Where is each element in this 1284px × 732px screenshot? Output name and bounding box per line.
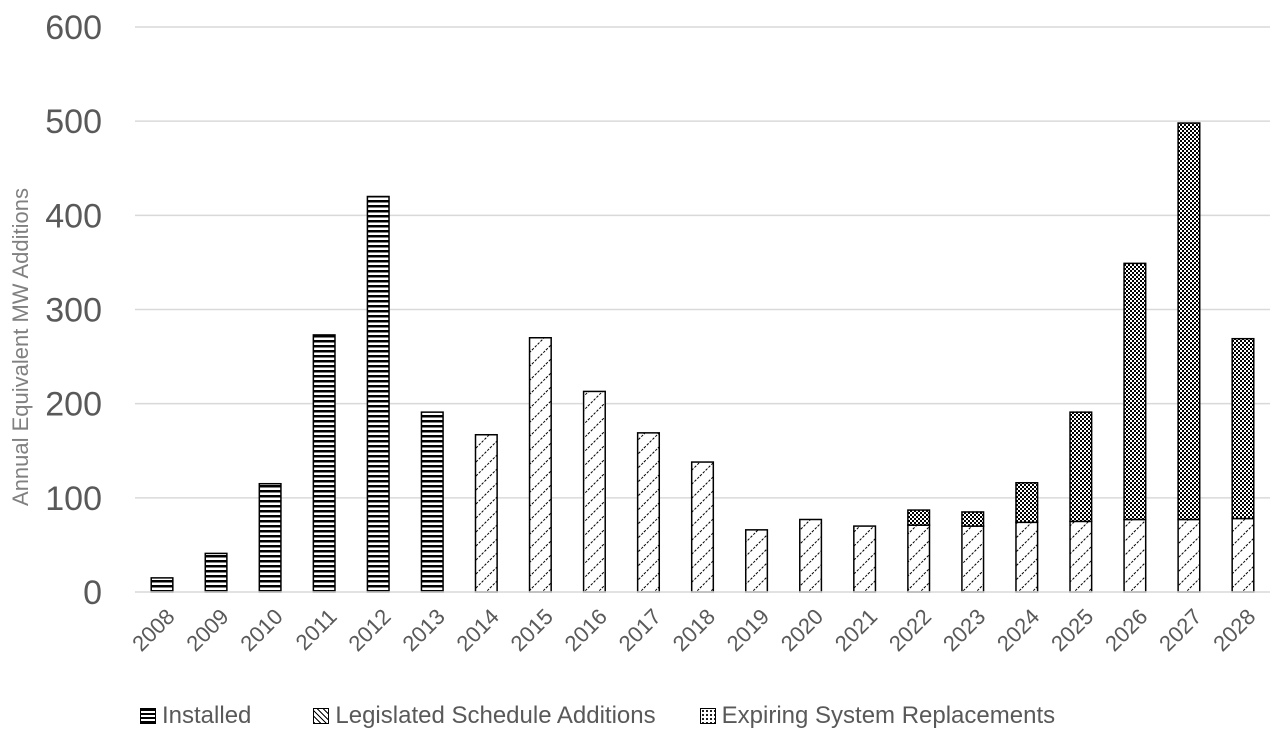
x-tick-label: 2010 [235, 604, 287, 656]
y-tick-label: 500 [45, 103, 102, 141]
y-axis-ticks: 0 100 200 300 400 500 600 [45, 9, 102, 612]
legend-item-expiring: Expiring System Replacements [699, 702, 1056, 730]
x-tick-label: 2024 [992, 604, 1044, 656]
bar-legislated-schedule-additions-2021 [853, 525, 877, 593]
legend-label-installed: Installed [162, 702, 252, 729]
bar-legislated-schedule-additions-2024 [1015, 521, 1039, 593]
legend-swatch-expiring [699, 708, 716, 724]
bars [150, 122, 1255, 593]
x-tick-label: 2012 [343, 604, 395, 656]
bar-installed-2010 [258, 482, 282, 593]
x-tick-label: 2023 [938, 604, 990, 656]
x-tick-label: 2021 [830, 604, 882, 656]
x-tick-label: 2019 [722, 604, 774, 656]
x-tick-label: 2026 [1100, 604, 1152, 656]
y-tick-label: 0 [83, 574, 102, 612]
bar-legislated-schedule-additions-2022 [907, 524, 931, 593]
bar-legislated-schedule-additions-2025 [1069, 520, 1093, 593]
gridlines [135, 26, 1270, 499]
bar-expiring-system-replacements-2027 [1177, 122, 1201, 521]
legend-item-installed: Installed [140, 702, 251, 730]
y-tick-label: 400 [45, 197, 102, 235]
x-tick-label: 2027 [1154, 604, 1206, 656]
bar-installed-2009 [204, 552, 228, 593]
bar-legislated-schedule-additions-2026 [1123, 518, 1147, 593]
legend-swatch-installed [140, 708, 156, 724]
bar-expiring-system-replacements-2026 [1123, 262, 1147, 521]
x-tick-label: 2028 [1208, 604, 1260, 656]
legend-item-legislated: Legislated Schedule Additions [313, 702, 656, 730]
bar-expiring-system-replacements-2022 [907, 509, 931, 526]
bar-expiring-system-replacements-2025 [1069, 411, 1093, 523]
legend-label-expiring: Expiring System Replacements [721, 702, 1056, 729]
bar-installed-2008 [150, 577, 174, 593]
y-tick-label: 100 [45, 480, 102, 518]
bar-installed-2013 [420, 411, 444, 593]
x-tick-label: 2016 [560, 604, 612, 656]
bar-expiring-system-replacements-2024 [1015, 482, 1039, 524]
bar-legislated-schedule-additions-2014 [474, 433, 498, 593]
x-tick-label: 2014 [452, 604, 504, 656]
legend: Installed Legislated Schedule Additions … [140, 700, 1099, 732]
bar-legislated-schedule-additions-2019 [744, 529, 769, 593]
x-axis-ticks: 2008 2009 2010 2011 2012 2013 2014 2015 2016 2017… [127, 604, 1260, 656]
bar-chart: 0 100 200 300 400 500 600 2008 2009 2010 2011 2012… [8, 9, 1270, 656]
bar-legislated-schedule-additions-2023 [961, 525, 985, 593]
bar-legislated-schedule-additions-2016 [582, 390, 606, 593]
bar-installed-2012 [366, 195, 390, 593]
x-tick-label: 2013 [398, 604, 450, 656]
x-tick-label: 2008 [127, 604, 179, 656]
y-tick-label: 600 [45, 9, 102, 47]
x-tick-label: 2017 [614, 604, 666, 656]
bar-legislated-schedule-additions-2020 [799, 518, 823, 593]
x-tick-label: 2015 [506, 604, 558, 656]
bar-legislated-schedule-additions-2017 [636, 432, 661, 593]
bar-legislated-schedule-additions-2015 [528, 337, 552, 593]
y-tick-label: 200 [45, 386, 102, 424]
bar-legislated-schedule-additions-2028 [1231, 517, 1255, 593]
x-tick-label: 2022 [884, 604, 936, 656]
x-tick-label: 2020 [776, 604, 828, 656]
legend-swatch-legislated [313, 708, 330, 724]
bar-expiring-system-replacements-2028 [1231, 337, 1255, 520]
y-axis-title: Annual Equivalent MW Additions [8, 188, 33, 506]
legend-label-legislated: Legislated Schedule Additions [335, 702, 656, 729]
y-tick-label: 300 [45, 292, 102, 330]
bar-legislated-schedule-additions-2027 [1177, 518, 1201, 593]
x-tick-label: 2011 [291, 604, 342, 655]
x-tick-label: 2018 [668, 604, 720, 656]
bar-installed-2011 [312, 334, 336, 593]
bar-expiring-system-replacements-2023 [961, 511, 985, 527]
bar-legislated-schedule-additions-2018 [690, 461, 715, 593]
x-tick-label: 2009 [181, 604, 233, 656]
x-tick-label: 2025 [1046, 604, 1098, 656]
